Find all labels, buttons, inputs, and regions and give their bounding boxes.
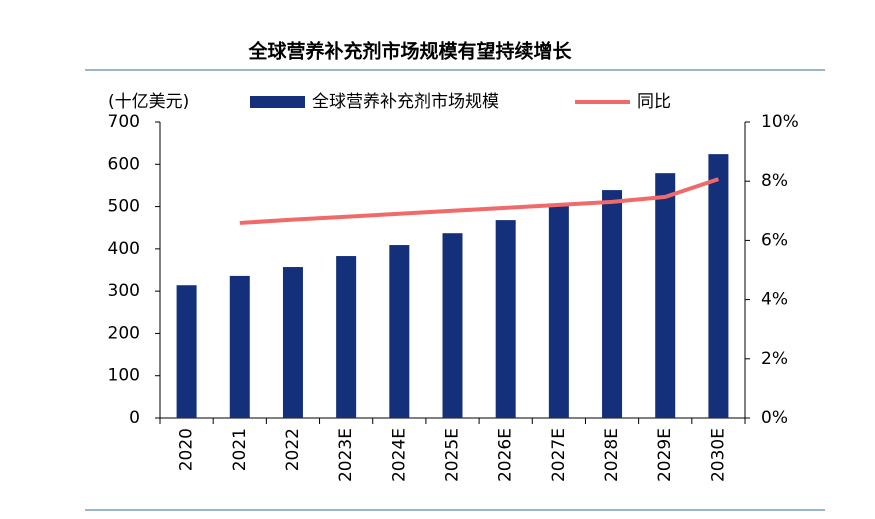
y-tick-label: 400 [108, 239, 140, 259]
x-tick-label: 2020 [177, 428, 197, 471]
x-tick-label: 2028E [602, 428, 622, 482]
bar [495, 220, 516, 418]
x-tick-label: 2024E [389, 428, 409, 482]
y2-tick-label: 4% [761, 290, 788, 310]
bar [389, 245, 410, 418]
x-tick-label: 2027E [549, 428, 569, 482]
x-tick-label: 2029E [655, 428, 675, 482]
bar [442, 233, 463, 418]
bar [602, 190, 623, 418]
legend-label: 全球营养补充剂市场规模 [312, 92, 499, 112]
x-tick-label: 2023E [336, 428, 356, 482]
bar [336, 256, 357, 418]
x-tick-label: 2026E [496, 428, 516, 482]
y-tick-label: 0 [129, 408, 140, 428]
y-tick-label: 500 [108, 197, 140, 217]
y-axis-label: (十亿美元) [108, 92, 189, 112]
bar [548, 204, 569, 418]
bar [176, 285, 197, 418]
x-tick-label: 2025E [443, 428, 463, 482]
y-tick-label: 100 [108, 366, 140, 386]
chart-title: 全球营养补充剂市场规模有望持续增长 [247, 40, 572, 63]
y-tick-label: 600 [108, 154, 140, 174]
y2-tick-label: 8% [761, 171, 788, 191]
x-tick-label: 2022 [283, 428, 303, 471]
y2-tick-label: 10% [761, 112, 799, 132]
bar [655, 173, 676, 418]
y-tick-label: 200 [108, 323, 140, 343]
y2-tick-label: 6% [761, 230, 788, 250]
legend-swatch [250, 96, 305, 108]
bar [282, 267, 303, 418]
bar [708, 154, 729, 418]
legend-label: 同比 [637, 92, 671, 112]
x-tick-label: 2030E [708, 428, 728, 482]
y2-tick-label: 0% [761, 408, 788, 428]
y2-tick-label: 2% [761, 349, 788, 369]
y-tick-label: 700 [108, 112, 140, 132]
y-tick-label: 300 [108, 281, 140, 301]
bar [229, 275, 250, 418]
x-tick-label: 2021 [230, 428, 250, 471]
line [239, 177, 720, 225]
